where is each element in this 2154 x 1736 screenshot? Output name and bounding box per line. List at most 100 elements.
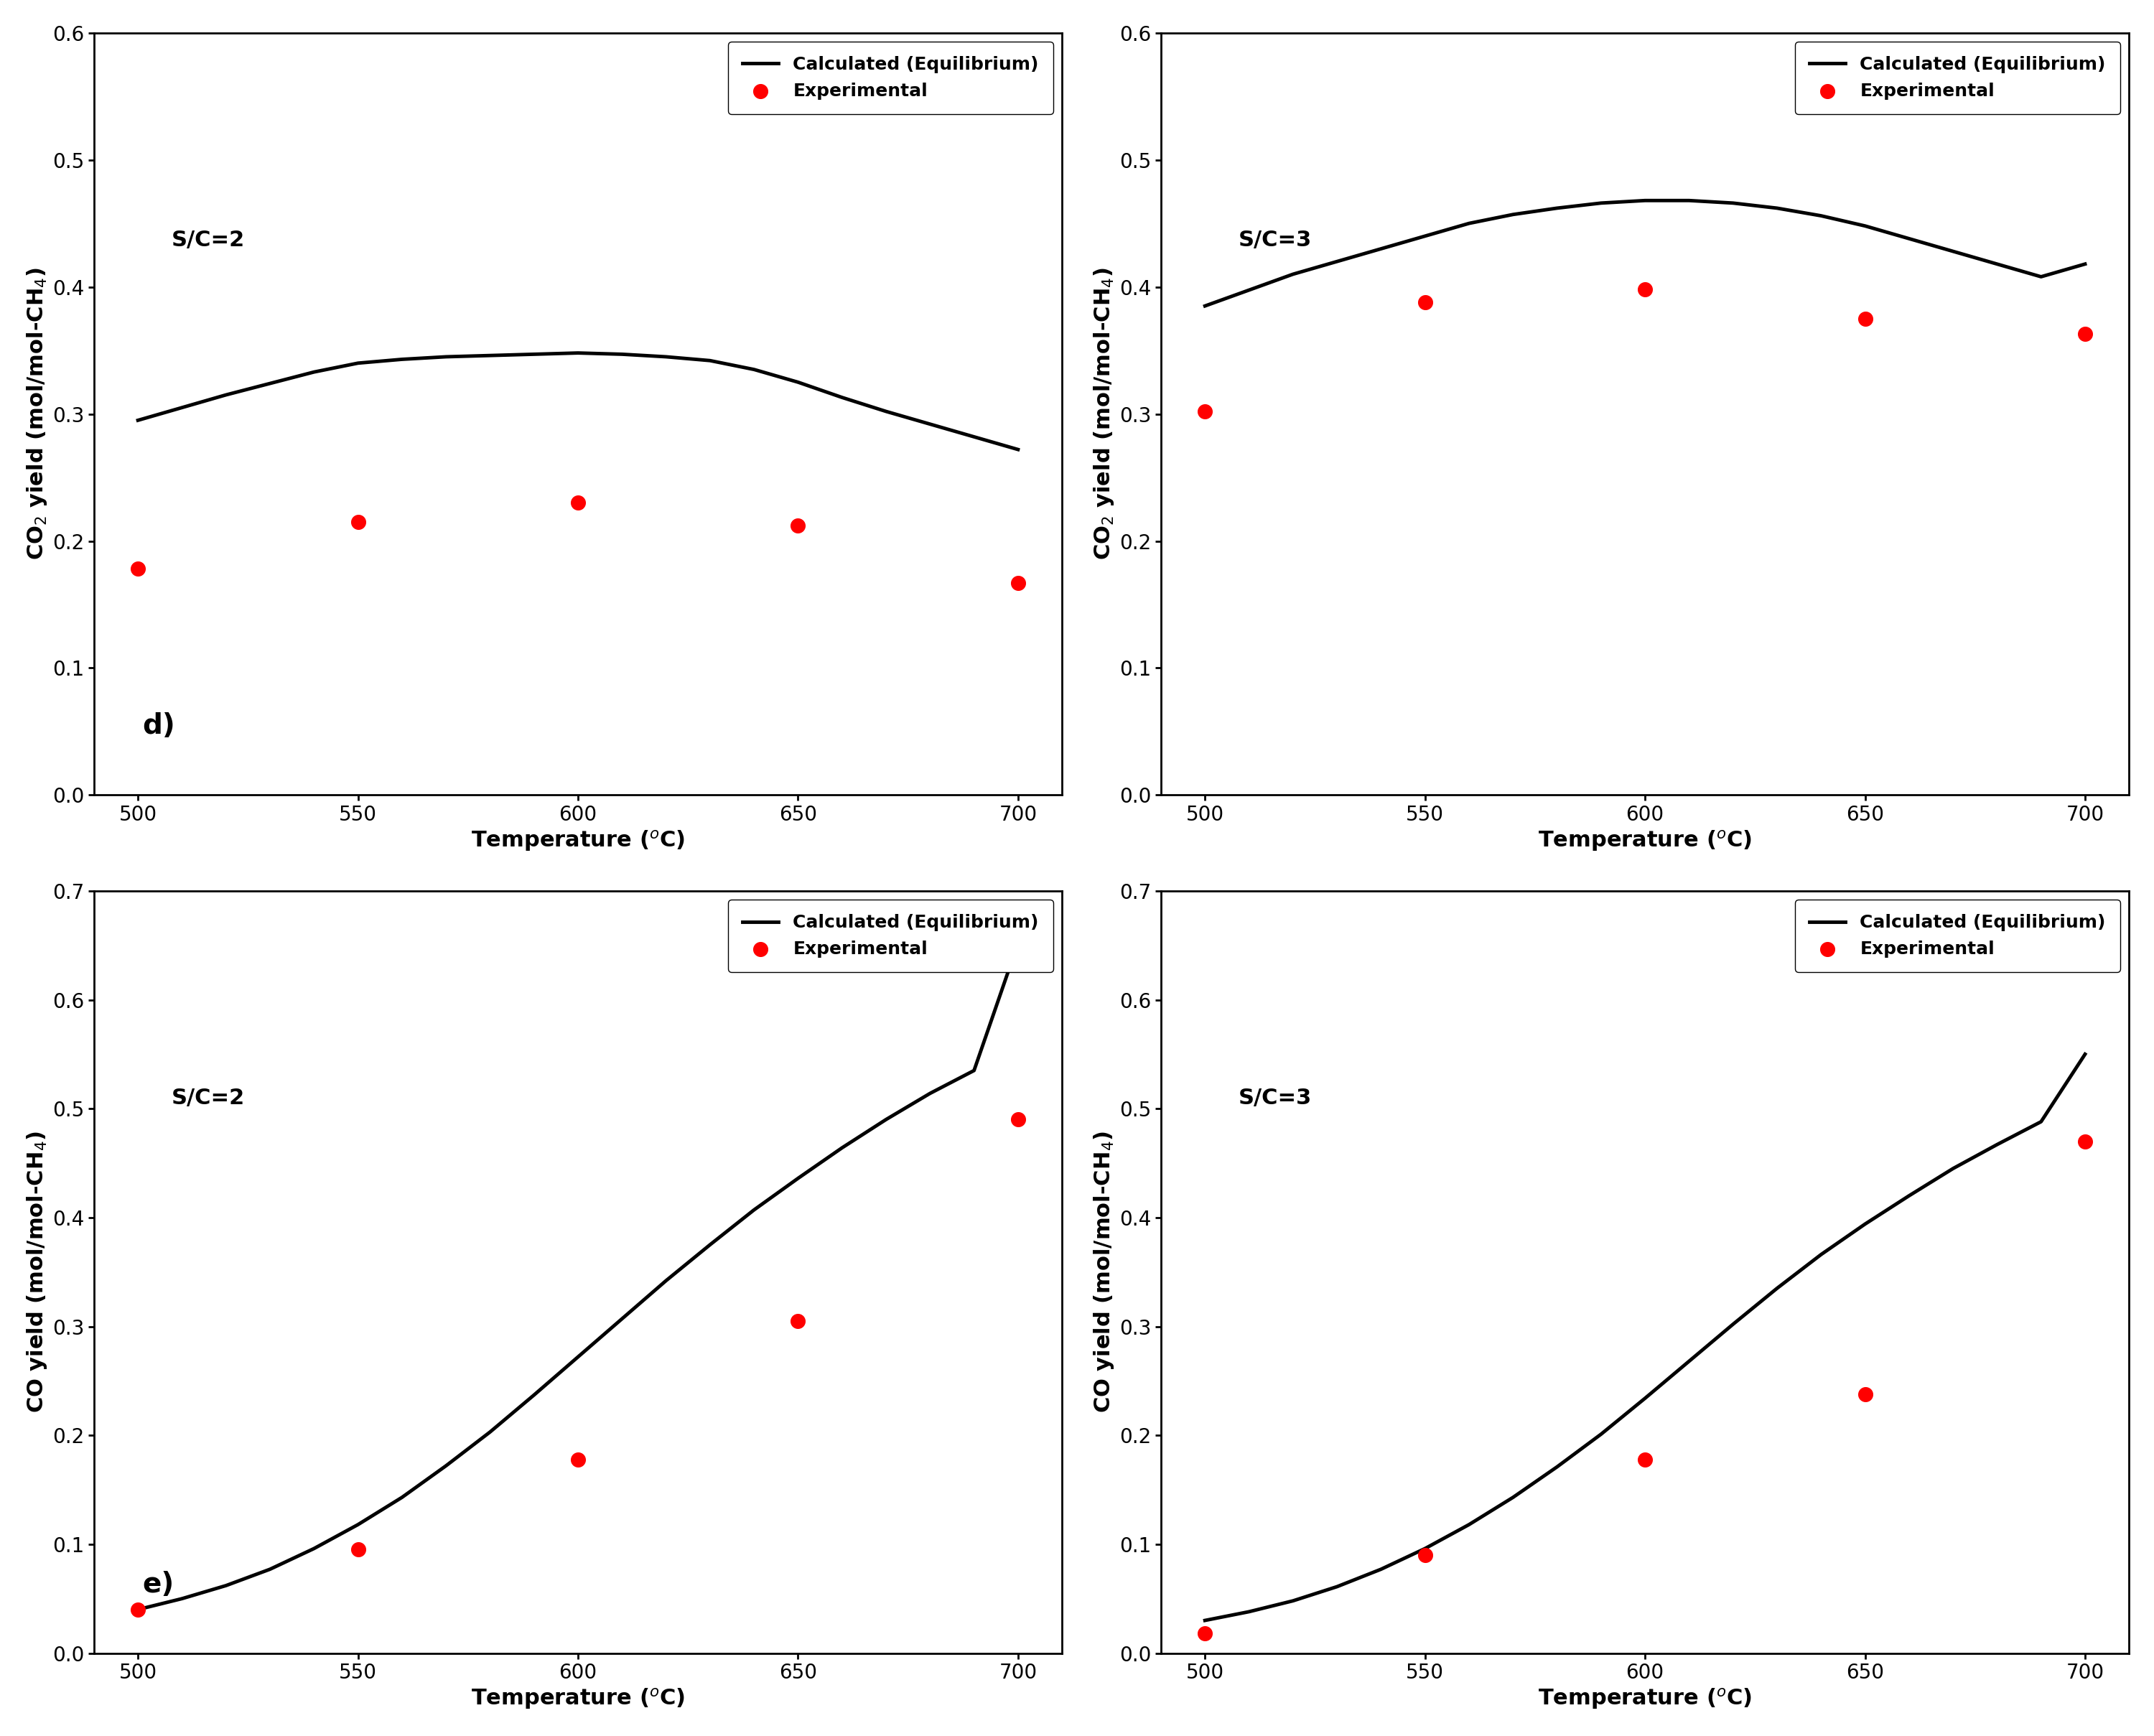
Line: Calculated (Equilibrium): Calculated (Equilibrium) (138, 943, 1019, 1609)
Calculated (Equilibrium) (433, 347, 459, 368)
Experimental (2068, 1127, 2102, 1154)
Calculated (Equilibrium) (829, 1137, 855, 1158)
Calculated (Equilibrium) (476, 1422, 502, 1443)
Calculated (Equilibrium) (829, 387, 855, 408)
X-axis label: Temperature ($^o$C): Temperature ($^o$C) (1538, 828, 1751, 852)
Experimental (1187, 398, 1221, 425)
Calculated (Equilibrium) (125, 1599, 151, 1620)
X-axis label: Temperature ($^o$C): Temperature ($^o$C) (472, 1687, 685, 1712)
Line: Calculated (Equilibrium): Calculated (Equilibrium) (1204, 1054, 2085, 1620)
Calculated (Equilibrium) (521, 1385, 547, 1406)
Calculated (Equilibrium) (1368, 238, 1394, 259)
Calculated (Equilibrium) (1006, 439, 1032, 460)
X-axis label: Temperature ($^o$C): Temperature ($^o$C) (472, 828, 685, 852)
Calculated (Equilibrium) (1456, 1514, 1482, 1535)
Calculated (Equilibrium) (521, 344, 547, 365)
Calculated (Equilibrium) (302, 361, 327, 382)
X-axis label: Temperature ($^o$C): Temperature ($^o$C) (1538, 1687, 1751, 1712)
Calculated (Equilibrium) (872, 401, 898, 422)
Calculated (Equilibrium) (433, 1455, 459, 1476)
Experimental (780, 512, 814, 540)
Calculated (Equilibrium) (961, 427, 987, 448)
Legend: Calculated (Equilibrium), Experimental: Calculated (Equilibrium), Experimental (1794, 42, 2120, 115)
Calculated (Equilibrium) (1413, 226, 1439, 247)
Experimental (1628, 1446, 1663, 1474)
Calculated (Equilibrium) (784, 372, 810, 392)
Legend: Calculated (Equilibrium), Experimental: Calculated (Equilibrium), Experimental (728, 899, 1053, 972)
Calculated (Equilibrium) (610, 1309, 635, 1330)
Calculated (Equilibrium) (390, 349, 416, 370)
Y-axis label: CO yield (mol/mol-CH$_4$): CO yield (mol/mol-CH$_4$) (1092, 1130, 1116, 1413)
Experimental (1002, 569, 1036, 597)
Text: S/C=2: S/C=2 (172, 229, 246, 250)
Experimental (780, 1307, 814, 1335)
Experimental (1187, 1620, 1221, 1647)
Calculated (Equilibrium) (302, 1538, 327, 1559)
Calculated (Equilibrium) (1807, 205, 1833, 226)
Calculated (Equilibrium) (1499, 205, 1525, 226)
Experimental (1848, 306, 1883, 333)
Calculated (Equilibrium) (1633, 191, 1659, 212)
Calculated (Equilibrium) (784, 1168, 810, 1189)
Calculated (Equilibrium) (1984, 1134, 2010, 1154)
Calculated (Equilibrium) (1764, 198, 1790, 219)
Calculated (Equilibrium) (653, 347, 679, 368)
Calculated (Equilibrium) (1721, 1314, 1747, 1335)
Calculated (Equilibrium) (741, 359, 767, 380)
Legend: Calculated (Equilibrium), Experimental: Calculated (Equilibrium), Experimental (1794, 899, 2120, 972)
Calculated (Equilibrium) (1191, 295, 1217, 316)
Calculated (Equilibrium) (1896, 1186, 1921, 1207)
Calculated (Equilibrium) (1499, 1488, 1525, 1509)
Experimental (560, 1446, 595, 1474)
Calculated (Equilibrium) (872, 1109, 898, 1130)
Calculated (Equilibrium) (390, 1488, 416, 1509)
Calculated (Equilibrium) (256, 1559, 282, 1580)
Calculated (Equilibrium) (2029, 1111, 2055, 1132)
Calculated (Equilibrium) (1368, 1559, 1394, 1580)
Calculated (Equilibrium) (213, 1575, 239, 1595)
Experimental (1848, 1380, 1883, 1408)
Calculated (Equilibrium) (610, 344, 635, 365)
Calculated (Equilibrium) (1544, 1457, 1570, 1477)
Y-axis label: CO$_2$ yield (mol/mol-CH$_4$): CO$_2$ yield (mol/mol-CH$_4$) (26, 267, 50, 561)
Calculated (Equilibrium) (1191, 1609, 1217, 1630)
Experimental (1409, 1542, 1443, 1569)
Calculated (Equilibrium) (1676, 191, 1702, 212)
Experimental (560, 490, 595, 517)
Calculated (Equilibrium) (1544, 198, 1570, 219)
Calculated (Equilibrium) (1721, 193, 1747, 214)
Calculated (Equilibrium) (1852, 1213, 1878, 1234)
Calculated (Equilibrium) (2072, 253, 2098, 274)
Y-axis label: CO yield (mol/mol-CH$_4$): CO yield (mol/mol-CH$_4$) (26, 1130, 50, 1413)
Calculated (Equilibrium) (1456, 214, 1482, 234)
Calculated (Equilibrium) (698, 351, 724, 372)
Calculated (Equilibrium) (2072, 1043, 2098, 1064)
Experimental (1002, 1106, 1036, 1134)
Experimental (1628, 276, 1663, 304)
Experimental (2068, 319, 2102, 347)
Calculated (Equilibrium) (476, 345, 502, 366)
Calculated (Equilibrium) (564, 1347, 590, 1368)
Calculated (Equilibrium) (1633, 1387, 1659, 1408)
Calculated (Equilibrium) (345, 1514, 370, 1535)
Calculated (Equilibrium) (1325, 1576, 1351, 1597)
Calculated (Equilibrium) (1941, 241, 1967, 262)
Calculated (Equilibrium) (961, 1061, 987, 1082)
Calculated (Equilibrium) (741, 1200, 767, 1220)
Calculated (Equilibrium) (698, 1234, 724, 1255)
Text: S/C=2: S/C=2 (172, 1088, 246, 1109)
Calculated (Equilibrium) (1764, 1278, 1790, 1299)
Experimental (121, 1595, 155, 1623)
Calculated (Equilibrium) (1807, 1245, 1833, 1266)
Calculated (Equilibrium) (1852, 215, 1878, 236)
Calculated (Equilibrium) (213, 384, 239, 404)
Calculated (Equilibrium) (1587, 193, 1613, 214)
Calculated (Equilibrium) (1236, 1601, 1262, 1621)
Line: Calculated (Equilibrium): Calculated (Equilibrium) (1204, 201, 2085, 306)
Experimental (340, 1536, 375, 1564)
Text: S/C=3: S/C=3 (1239, 229, 1312, 250)
Y-axis label: CO$_2$ yield (mol/mol-CH$_4$): CO$_2$ yield (mol/mol-CH$_4$) (1092, 267, 1116, 561)
Text: d): d) (142, 712, 174, 740)
Calculated (Equilibrium) (653, 1271, 679, 1292)
Calculated (Equilibrium) (1896, 227, 1921, 248)
